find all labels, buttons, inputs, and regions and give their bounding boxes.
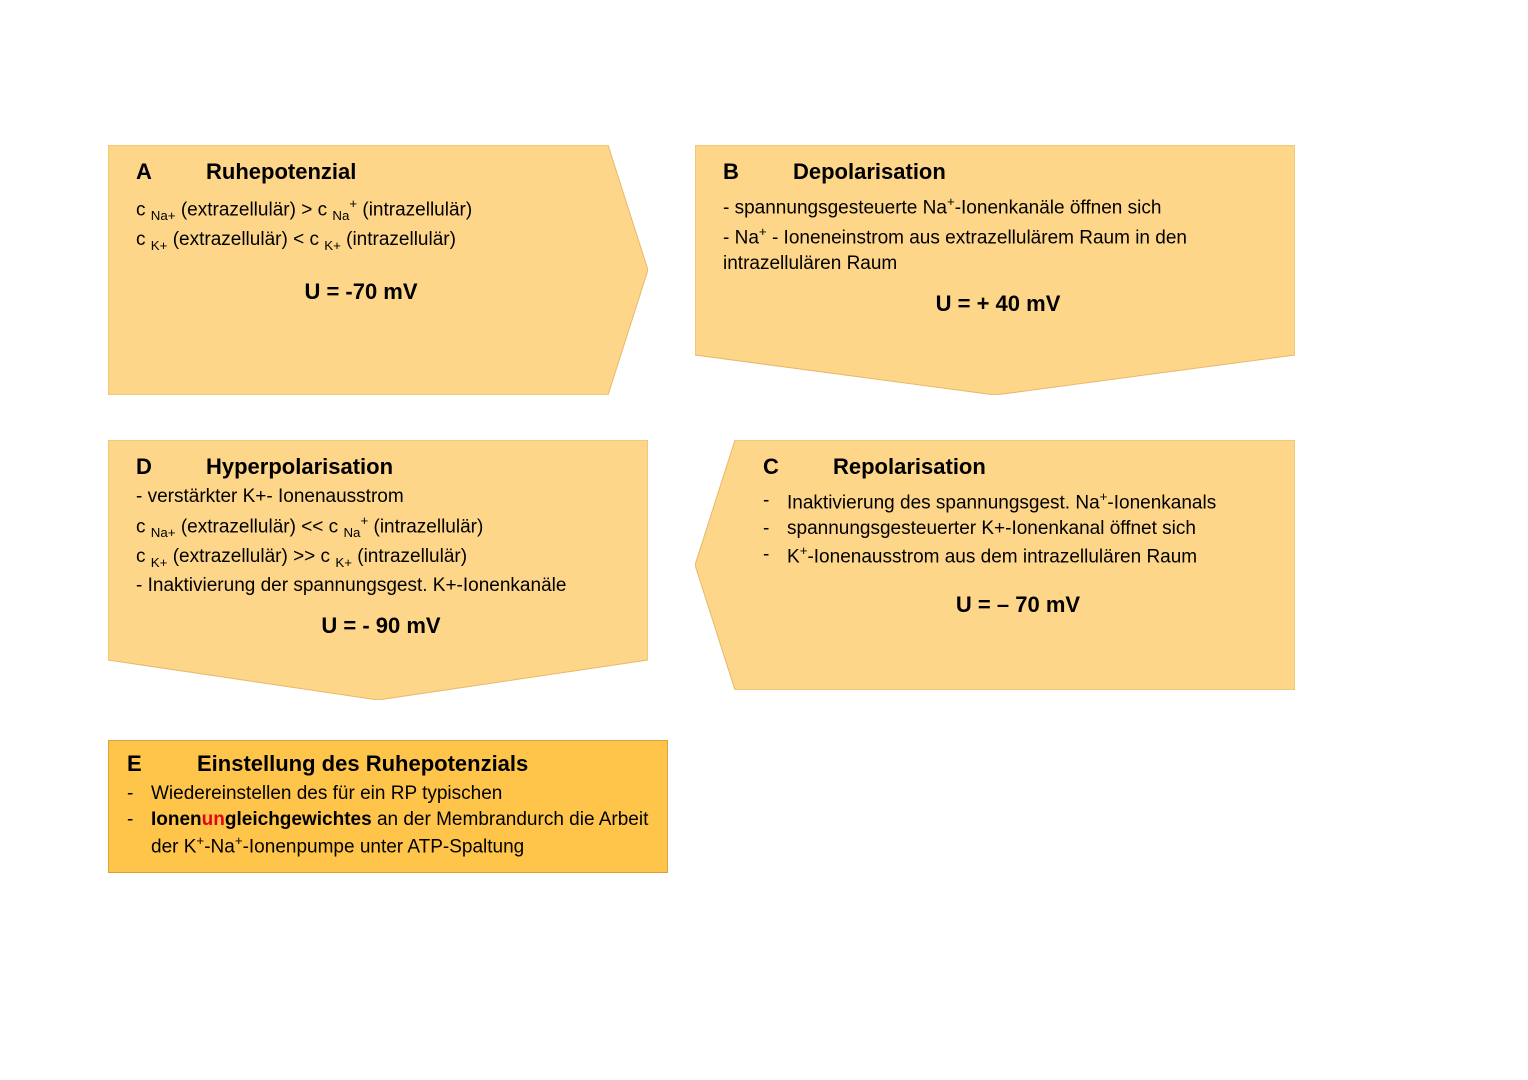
- box-d-voltage: U = - 90 mV: [136, 613, 626, 639]
- box-e-letter: E: [127, 751, 157, 777]
- box-e-line2: - Ionenungleichgewichtes an der Membrand…: [127, 807, 649, 861]
- box-d-content: D Hyperpolarisation - verstärkter K+- Io…: [108, 440, 648, 653]
- box-c-title: Repolarisation: [833, 454, 986, 480]
- box-d-title: Hyperpolarisation: [206, 454, 393, 480]
- box-c-line2: - spannungsgesteuerter K+-Ionenkanal öff…: [763, 516, 1273, 542]
- box-d-line3: c K+ (extrazellulär) >> c K+ (intrazellu…: [136, 544, 626, 572]
- box-c-line1: - Inaktivierung des spannungsgest. Na+-I…: [763, 488, 1273, 516]
- box-c-line3: - K+-Ionenausstrom aus dem intrazellulär…: [763, 542, 1273, 570]
- box-b-line2: - Na+ - Ioneneinstrom aus extrazelluläre…: [723, 223, 1273, 277]
- box-d-line4: - Inaktivierung der spannungsgest. K+-Io…: [136, 573, 626, 599]
- box-e-title: Einstellung des Ruhepotenzials: [197, 751, 528, 777]
- box-d-line2: c Na+ (extrazellulär) << c Na+ (intrazel…: [136, 512, 626, 542]
- box-a-line1: c Na+ (extrazellulär) > c Na+ (intrazell…: [136, 195, 586, 225]
- box-c-content: C Repolarisation - Inaktivierung des spa…: [735, 440, 1295, 632]
- box-d-line1: - verstärkter K+- Ionenausstrom: [136, 484, 626, 510]
- box-e-line1: - Wiedereinstellen des für ein RP typisc…: [127, 781, 649, 807]
- box-a-title: Ruhepotenzial: [206, 159, 356, 185]
- box-b-letter: B: [723, 159, 753, 185]
- box-b-title: Depolarisation: [793, 159, 946, 185]
- box-c-voltage: U = – 70 mV: [763, 592, 1273, 618]
- box-d-letter: D: [136, 454, 166, 480]
- box-b-content: B Depolarisation - spannungsgesteuerte N…: [695, 145, 1295, 331]
- box-a-line2: c K+ (extrazellulär) < c K+ (intrazellul…: [136, 227, 586, 255]
- box-a-letter: A: [136, 159, 166, 185]
- box-b-voltage: U = + 40 mV: [723, 291, 1273, 317]
- box-c-letter: C: [763, 454, 793, 480]
- box-a-content: A Ruhepotenzial c Na+ (extrazellulär) > …: [108, 145, 608, 319]
- box-e: E Einstellung des Ruhepotenzials - Wiede…: [108, 740, 668, 873]
- box-e-content: E Einstellung des Ruhepotenzials - Wiede…: [109, 741, 667, 872]
- box-a-voltage: U = -70 mV: [136, 279, 586, 305]
- box-b-line1: - spannungsgesteuerte Na+-Ionenkanäle öf…: [723, 193, 1273, 221]
